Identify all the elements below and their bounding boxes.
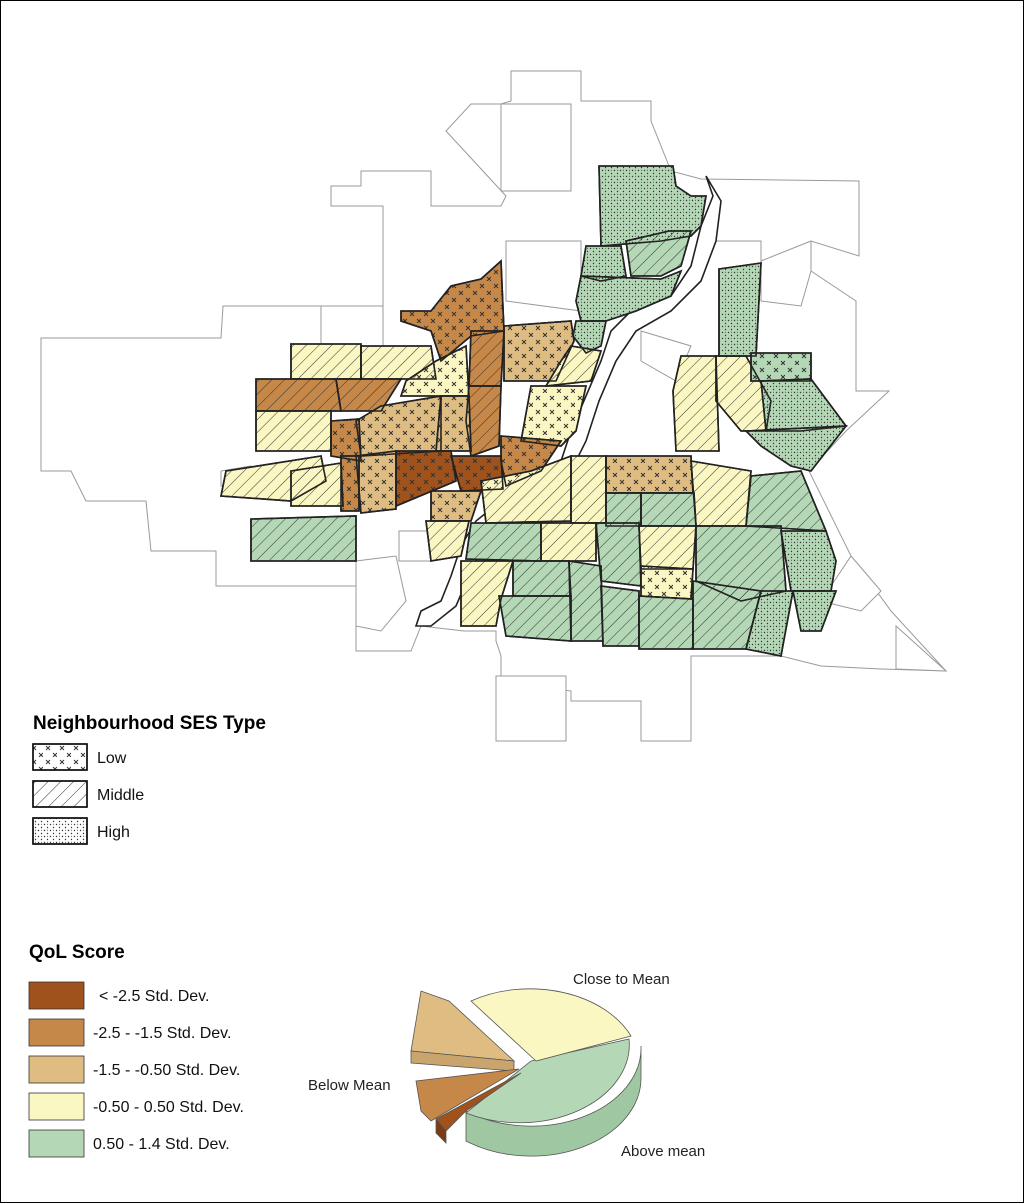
pie-slice-q2 bbox=[415, 1068, 520, 1122]
neighbourhood-pattern-52 bbox=[792, 590, 838, 632]
ses-swatch-middle bbox=[32, 780, 88, 808]
neighbourhood-pattern-29 bbox=[425, 520, 471, 562]
ses-legend-title: Neighbourhood SES Type bbox=[33, 713, 266, 734]
qol-swatch-3 bbox=[28, 1055, 85, 1084]
neighbourhood-pattern-39 bbox=[595, 522, 642, 587]
qol-label-4: -0.50 - 0.50 Std. Dev. bbox=[93, 1099, 244, 1116]
neighbourhood-pattern-35 bbox=[605, 492, 642, 527]
ses-label-middle: Middle bbox=[97, 787, 144, 804]
neighbourhood-pattern-49 bbox=[638, 595, 694, 650]
pie-slice-q1-side bbox=[435, 1117, 447, 1144]
neighbourhood-patterns bbox=[220, 165, 848, 657]
neighbourhood-pattern-54 bbox=[672, 355, 720, 452]
qol-swatch-5 bbox=[28, 1129, 85, 1158]
neighbourhood-pattern-12 bbox=[399, 344, 470, 397]
neighbourhood-pattern-4 bbox=[575, 269, 683, 322]
neighbourhood-pattern-43 bbox=[640, 565, 694, 600]
neighbourhood-pattern-45 bbox=[512, 560, 572, 597]
neighbourhood-pattern-19 bbox=[255, 410, 332, 452]
neighbourhood-pattern-44 bbox=[460, 560, 515, 627]
qol-label-5: 0.50 - 1.4 Std. Dev. bbox=[93, 1136, 230, 1153]
neighbourhood-pattern-18 bbox=[435, 395, 472, 452]
neighbourhood-pattern-42 bbox=[780, 530, 837, 592]
neighbourhood-pattern-11 bbox=[544, 345, 603, 387]
ses-label-low: Low bbox=[97, 750, 127, 767]
pie-label-above: Above mean bbox=[621, 1143, 705, 1160]
qol-swatch-2 bbox=[28, 1018, 85, 1047]
neighbourhood-pattern-3 bbox=[625, 230, 693, 277]
pie-label-below: Below Mean bbox=[308, 1077, 391, 1094]
neighbourhood-pattern-27 bbox=[290, 462, 344, 507]
qol-legend: QoL Score < -2.5 Std. Dev. -2.5 - -1.5 St… bbox=[28, 942, 244, 1158]
pie-slice-above-side bbox=[465, 1045, 642, 1157]
neighbourhood-pattern-56 bbox=[718, 262, 762, 357]
neighbourhood-pattern-16 bbox=[520, 385, 587, 447]
neighbourhood-pattern-51 bbox=[745, 590, 794, 657]
neighbourhood-pattern-7 bbox=[290, 343, 362, 380]
neighbourhood-pattern-20 bbox=[330, 418, 362, 462]
qol-swatch-1 bbox=[28, 981, 85, 1010]
neighbourhood-pattern-9 bbox=[468, 330, 505, 387]
ses-swatch-low bbox=[32, 743, 88, 771]
neighbourhood-pattern-13 bbox=[255, 378, 342, 412]
neighbourhood-pattern-59 bbox=[744, 425, 848, 472]
neighbourhood-pattern-36 bbox=[640, 492, 697, 527]
neighbourhood-pattern-38 bbox=[540, 522, 597, 562]
pie-slice-close bbox=[470, 988, 632, 1062]
pie-chart: Close to Mean Below Mean Above mean bbox=[308, 971, 705, 1160]
ses-legend-item-high: High bbox=[32, 817, 130, 845]
neighbourhood-pattern-47 bbox=[498, 595, 572, 642]
neighbourhood-pattern-28 bbox=[430, 490, 483, 522]
qol-swatch-4 bbox=[28, 1092, 85, 1121]
ses-legend: Neighbourhood SES Type Low Middle High bbox=[32, 713, 266, 845]
ses-label-high: High bbox=[97, 824, 130, 841]
pie-label-close: Close to Mean bbox=[573, 971, 670, 988]
neighbourhood-pattern-31 bbox=[570, 455, 607, 524]
neighbourhood-pattern-37 bbox=[465, 522, 542, 562]
qol-legend-title: QoL Score bbox=[29, 942, 125, 963]
neighbourhood-pattern-33 bbox=[690, 460, 752, 527]
ses-legend-item-low: Low bbox=[32, 743, 127, 771]
qol-label-3: -1.5 - -0.50 Std. Dev. bbox=[93, 1062, 240, 1079]
neighbourhood-pattern-25 bbox=[340, 455, 360, 512]
neighbourhood-pattern-24 bbox=[355, 450, 397, 514]
neighbourhood-pattern-53 bbox=[250, 515, 357, 562]
qol-label-2: -2.5 - -1.5 Std. Dev. bbox=[93, 1025, 231, 1042]
pie-slice-above bbox=[465, 1038, 630, 1124]
ses-legend-item-middle: Middle bbox=[32, 780, 144, 808]
neighbourhood-pattern-40 bbox=[638, 525, 697, 570]
neighbourhood-pattern-48 bbox=[600, 585, 640, 647]
qol-label-1: < -2.5 Std. Dev. bbox=[99, 988, 209, 1005]
neighbourhood-pattern-32 bbox=[605, 455, 694, 494]
neighbourhood-pattern-46 bbox=[568, 560, 604, 642]
ses-swatch-high bbox=[32, 817, 88, 845]
neighbourhood-pattern-57 bbox=[750, 352, 812, 382]
